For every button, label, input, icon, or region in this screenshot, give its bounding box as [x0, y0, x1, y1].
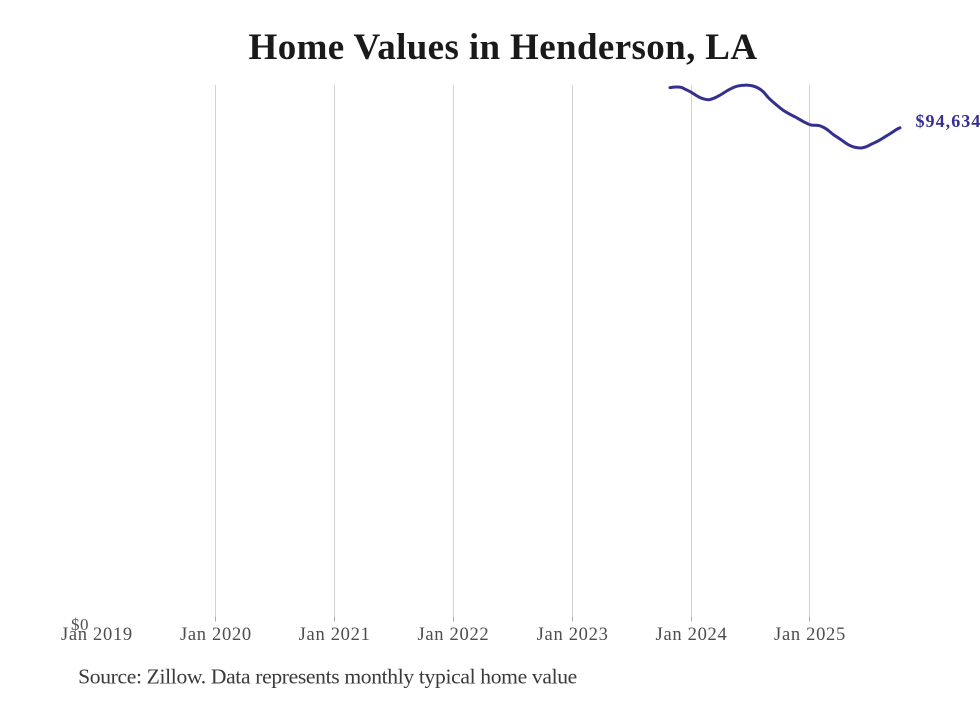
svg-text:Jan 2021: Jan 2021 [299, 625, 371, 645]
svg-text:Jan 2023: Jan 2023 [537, 625, 609, 645]
svg-text:Jan 2019: Jan 2019 [61, 625, 133, 645]
svg-text:Home Values in Henderson, LA: Home Values in Henderson, LA [249, 27, 758, 68]
svg-text:Jan 2025: Jan 2025 [774, 625, 846, 645]
svg-text:Source: Zillow. Data represent: Source: Zillow. Data represents monthly … [78, 665, 577, 689]
svg-text:Jan 2024: Jan 2024 [656, 625, 728, 645]
svg-text:Jan 2022: Jan 2022 [417, 625, 489, 645]
svg-text:$94,634: $94,634 [916, 111, 980, 131]
svg-text:Jan 2020: Jan 2020 [180, 625, 252, 645]
